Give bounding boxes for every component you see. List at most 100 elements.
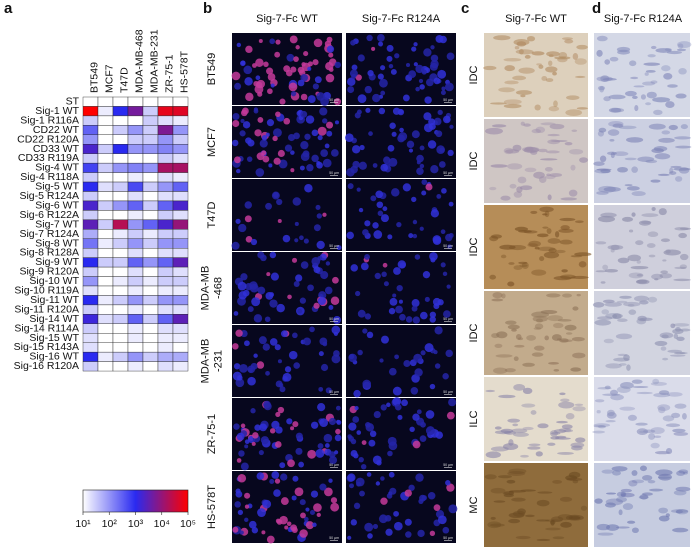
cell bbox=[237, 509, 244, 516]
tissue-texture bbox=[511, 497, 526, 502]
cell bbox=[307, 66, 312, 71]
heatmap-cell bbox=[142, 210, 159, 221]
heatmap-cell bbox=[97, 125, 114, 135]
tissue-texture bbox=[513, 191, 523, 198]
cell bbox=[430, 54, 439, 63]
y-category-label: Sig-1 WT bbox=[35, 105, 79, 117]
y-category-label: Sig-14 WT bbox=[29, 313, 79, 325]
cell bbox=[316, 512, 321, 518]
heatmap-cell bbox=[157, 304, 174, 315]
tissue-texture bbox=[626, 137, 644, 143]
cell bbox=[365, 422, 371, 428]
cell bbox=[256, 472, 265, 480]
tissue-texture bbox=[564, 324, 577, 331]
tissue-texture bbox=[548, 106, 560, 112]
scale-bar-label: 50 µm bbox=[329, 244, 339, 248]
heatmap-cell bbox=[142, 295, 159, 306]
cell bbox=[413, 353, 423, 363]
tissue-texture bbox=[669, 354, 686, 357]
cell bbox=[433, 303, 440, 310]
row-label: IDC bbox=[468, 151, 480, 170]
cell bbox=[252, 63, 257, 68]
x-category-label: MDA-MB-231 bbox=[148, 29, 160, 93]
tissue-texture bbox=[610, 244, 620, 251]
heatmap-cell bbox=[82, 181, 99, 192]
cell bbox=[266, 272, 271, 277]
tissue-texture bbox=[658, 507, 669, 514]
cell bbox=[379, 358, 384, 363]
row-label: HS-578T bbox=[206, 485, 218, 529]
tissue-texture bbox=[553, 369, 560, 372]
tissue-texture bbox=[651, 148, 664, 154]
cell bbox=[292, 197, 302, 206]
cell bbox=[249, 281, 258, 290]
tissue-texture bbox=[601, 469, 614, 474]
cell bbox=[364, 313, 371, 320]
cell bbox=[368, 131, 373, 136]
heatmap-cell bbox=[127, 162, 144, 173]
tissue-texture bbox=[658, 390, 670, 396]
cell bbox=[292, 332, 298, 339]
tissue-texture bbox=[503, 147, 514, 155]
tissue-texture bbox=[636, 391, 653, 395]
tissue-texture bbox=[561, 424, 573, 430]
tissue-texture bbox=[607, 151, 617, 156]
tissue-texture bbox=[535, 451, 543, 457]
cell bbox=[303, 516, 309, 522]
heatmap-cell bbox=[82, 115, 99, 126]
tissue-texture bbox=[637, 315, 647, 322]
tissue-texture bbox=[500, 254, 507, 259]
cell bbox=[408, 70, 417, 79]
cell bbox=[366, 331, 374, 339]
cell bbox=[295, 447, 303, 455]
tissue-texture bbox=[558, 228, 574, 233]
cell bbox=[260, 436, 269, 445]
tissue-texture bbox=[546, 293, 561, 298]
heatmap-cell bbox=[157, 229, 174, 239]
cell bbox=[254, 129, 262, 137]
cell bbox=[307, 95, 316, 104]
cell bbox=[269, 338, 278, 346]
heatmap-cell bbox=[172, 333, 189, 343]
cell bbox=[423, 48, 432, 57]
cell bbox=[255, 58, 264, 67]
heatmap-cell bbox=[97, 229, 114, 239]
cell bbox=[267, 73, 276, 81]
tissue-texture bbox=[536, 499, 550, 507]
cell bbox=[419, 226, 424, 231]
cell bbox=[361, 440, 367, 446]
cell bbox=[320, 363, 329, 372]
tissue-texture bbox=[622, 216, 634, 222]
cell bbox=[404, 489, 412, 497]
cell bbox=[355, 290, 361, 297]
tissue-texture bbox=[672, 428, 686, 433]
cell bbox=[412, 440, 421, 449]
cell bbox=[316, 240, 325, 250]
cell bbox=[293, 362, 300, 369]
tissue-texture bbox=[490, 102, 507, 105]
cell bbox=[379, 78, 388, 88]
tissue-texture bbox=[544, 335, 549, 341]
tissue-texture bbox=[503, 103, 522, 109]
column-title: Sig-7-Fc WT bbox=[505, 13, 567, 25]
heatmap-cell bbox=[172, 191, 189, 202]
cell bbox=[335, 428, 341, 435]
tissue-texture bbox=[616, 491, 626, 498]
cell bbox=[317, 296, 327, 306]
colorbar-tick-label: 10² bbox=[102, 518, 118, 530]
tissue-texture bbox=[517, 508, 526, 515]
cell bbox=[412, 219, 418, 225]
cell bbox=[356, 481, 362, 487]
tissue-texture bbox=[572, 406, 586, 412]
cell bbox=[262, 343, 270, 351]
tissue-texture bbox=[547, 238, 561, 244]
tissue-texture bbox=[545, 150, 560, 154]
tissue-texture bbox=[623, 301, 641, 307]
tissue-texture bbox=[603, 96, 611, 102]
tissue-texture bbox=[537, 246, 556, 252]
tissue-texture bbox=[617, 353, 628, 357]
heatmap-cell bbox=[157, 153, 174, 164]
cell bbox=[326, 121, 334, 129]
heatmap-cell bbox=[97, 285, 114, 296]
panel-letter: a bbox=[4, 0, 13, 17]
